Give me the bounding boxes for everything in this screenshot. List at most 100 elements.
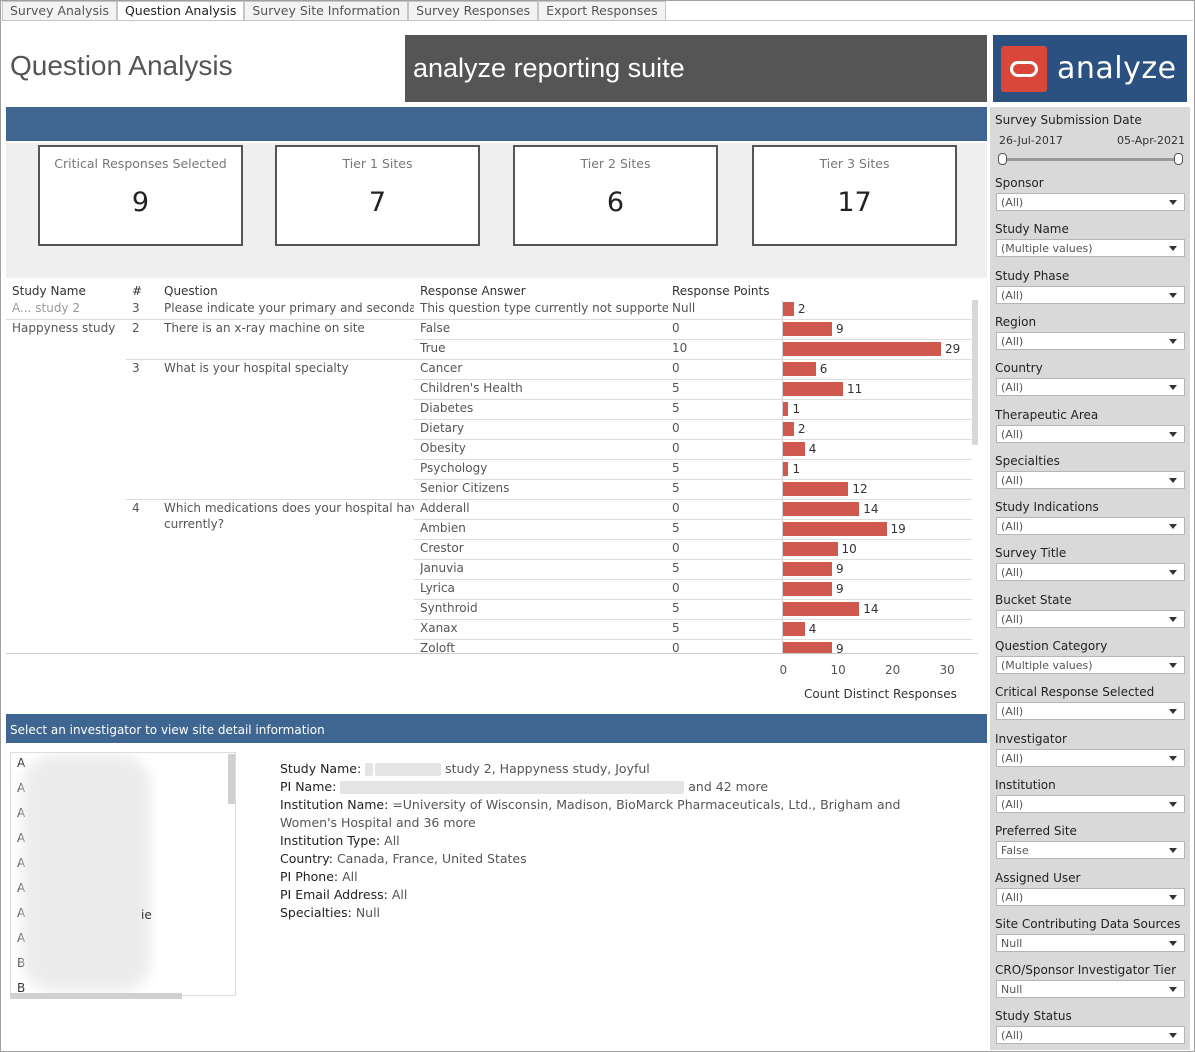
response-count-bar[interactable]	[783, 582, 833, 596]
filter-dropdown-preferred-site[interactable]: False	[996, 841, 1185, 859]
chevron-down-icon	[1169, 617, 1177, 622]
filter-dropdown-therapeutic-area[interactable]: (All)	[996, 425, 1185, 443]
col-header-question[interactable]: Question	[164, 284, 218, 298]
filter-dropdown-assigned-user[interactable]: (All)	[996, 888, 1185, 906]
col-header-response-points[interactable]: Response Points	[672, 284, 770, 298]
response-answer-cell[interactable]: Ambien	[420, 521, 466, 535]
investigator-list-scrollbar[interactable]	[228, 754, 235, 804]
filter-dropdown-study-indications[interactable]: (All)	[996, 517, 1185, 535]
response-answer-cell[interactable]: Adderall	[420, 501, 470, 515]
investigator-item[interactable]: A	[17, 756, 26, 770]
response-answer-cell[interactable]: Crestor	[420, 541, 464, 555]
filter-dropdown-sponsor[interactable]: (All)	[996, 193, 1185, 211]
study-name-cell[interactable]: Happyness study	[12, 321, 116, 335]
response-count-bar[interactable]	[783, 622, 805, 636]
filter-dropdown-institution[interactable]: (All)	[996, 795, 1185, 813]
response-answer-cell[interactable]: Psychology	[420, 461, 488, 475]
filter-dropdown-bucket-state[interactable]: (All)	[996, 610, 1185, 628]
response-points-cell: 5	[672, 621, 680, 635]
response-count-bar[interactable]	[783, 422, 794, 436]
filter-dropdown-study-phase[interactable]: (All)	[996, 286, 1185, 304]
response-points-cell: 5	[672, 461, 680, 475]
kpi-label: Tier 3 Sites	[819, 156, 890, 171]
response-answer-cell[interactable]: Zoloft	[420, 641, 455, 654]
response-count-bar[interactable]	[783, 562, 833, 576]
chevron-down-icon	[1169, 339, 1177, 344]
chevron-down-icon	[1169, 848, 1177, 853]
tab-survey-analysis[interactable]: Survey Analysis	[2, 1, 117, 21]
filter-dropdown-specialties[interactable]: (All)	[996, 471, 1185, 489]
response-count-bar[interactable]	[783, 462, 789, 476]
response-points-cell: 5	[672, 601, 680, 615]
response-count-bar[interactable]	[783, 302, 794, 316]
response-count-bar[interactable]	[783, 642, 833, 653]
response-answer-cell[interactable]: True	[420, 341, 446, 355]
investigator-item[interactable]: A	[17, 856, 26, 870]
investigator-item[interactable]: A	[17, 881, 26, 895]
response-answer-cell[interactable]: Xanax	[420, 621, 458, 635]
response-count-bar[interactable]	[783, 482, 849, 496]
response-count-bar[interactable]	[783, 502, 860, 516]
investigator-item[interactable]: B	[17, 981, 26, 995]
date-slider-end-handle[interactable]	[1174, 153, 1183, 165]
response-count-bar[interactable]	[783, 342, 942, 356]
col-header-study-name[interactable]: Study Name	[12, 284, 86, 298]
filter-dropdown-survey-title[interactable]: (All)	[996, 563, 1185, 581]
response-count-bar[interactable]	[783, 382, 843, 396]
response-count-bar[interactable]	[783, 542, 838, 556]
tab-survey-responses[interactable]: Survey Responses	[408, 1, 539, 21]
response-answer-cell[interactable]: Senior Citizens	[420, 481, 510, 495]
response-count-bar[interactable]	[783, 602, 860, 616]
response-answer-cell[interactable]: Cancer	[420, 361, 463, 375]
kpi-area: Critical Responses Selected 9 Tier 1 Sit…	[6, 143, 987, 278]
investigator-item[interactable]: A	[17, 806, 26, 820]
row-divider	[414, 459, 972, 460]
col-header-number[interactable]: #	[132, 284, 143, 298]
response-answer-cell[interactable]: Children's Health	[420, 381, 523, 395]
response-answer-cell[interactable]: Lyrica	[420, 581, 455, 595]
filter-dropdown-critical-response-selected[interactable]: (All)	[996, 702, 1185, 720]
response-answer-cell[interactable]: Obesity	[420, 441, 466, 455]
response-count-bar[interactable]	[783, 442, 805, 456]
question-cell[interactable]: What is your hospital specialty	[164, 361, 349, 375]
response-answer-cell[interactable]: Synthroid	[420, 601, 478, 615]
study-name-cell[interactable]: A... study 2	[12, 301, 80, 315]
response-count-bar[interactable]	[783, 322, 833, 336]
response-answer-cell[interactable]: Januvia	[420, 561, 464, 575]
tab-export-responses[interactable]: Export Responses	[538, 1, 666, 21]
filter-dropdown-investigator[interactable]: (All)	[996, 749, 1185, 767]
filter-dropdown-cro-sponsor-investigator-tier[interactable]: Null	[996, 980, 1185, 998]
filter-dropdown-country[interactable]: (All)	[996, 378, 1185, 396]
filter-label-country: Country	[995, 361, 1043, 375]
investigator-list-hscrollbar[interactable]	[10, 993, 182, 999]
response-count-bar[interactable]	[783, 522, 887, 536]
response-answer-cell[interactable]: False	[420, 321, 451, 335]
question-cell[interactable]: Please indicate your primary and seconda…	[164, 301, 414, 315]
filter-dropdown-region[interactable]: (All)	[996, 332, 1185, 350]
investigator-item[interactable]: A	[17, 906, 26, 920]
filter-dropdown-study-status[interactable]: (All)	[996, 1026, 1185, 1044]
filter-selected-value: (All)	[1001, 196, 1024, 209]
investigator-item[interactable]: A	[17, 931, 26, 945]
investigator-item[interactable]: B	[17, 956, 26, 970]
col-header-response-answer[interactable]: Response Answer	[420, 284, 526, 298]
filter-dropdown-site-contributing-data-sources[interactable]: Null	[996, 934, 1185, 952]
filter-dropdown-question-category[interactable]: (Multiple values)	[996, 656, 1185, 674]
tab-survey-site-information[interactable]: Survey Site Information	[244, 1, 409, 21]
response-answer-cell[interactable]: Dietary	[420, 421, 465, 435]
response-answer-cell[interactable]: This question type currently not support…	[420, 301, 668, 315]
response-answer-cell[interactable]: Diabetes	[420, 401, 474, 415]
response-count-bar[interactable]	[783, 402, 789, 416]
investigator-item[interactable]: A	[17, 781, 26, 795]
date-slider-start-handle[interactable]	[998, 153, 1007, 165]
filter-dropdown-study-name[interactable]: (Multiple values)	[996, 239, 1185, 257]
date-range-slider[interactable]	[1002, 158, 1180, 161]
question-cell[interactable]: There is an x-ray machine on site	[164, 321, 365, 335]
response-count-bar[interactable]	[783, 362, 816, 376]
response-points-cell: Null	[672, 301, 696, 315]
tab-question-analysis[interactable]: Question Analysis	[116, 1, 245, 21]
question-cell[interactable]: Which medications does your hospital hav…	[164, 501, 414, 515]
investigator-item[interactable]: A	[17, 831, 26, 845]
table-scrollbar[interactable]	[972, 300, 978, 445]
